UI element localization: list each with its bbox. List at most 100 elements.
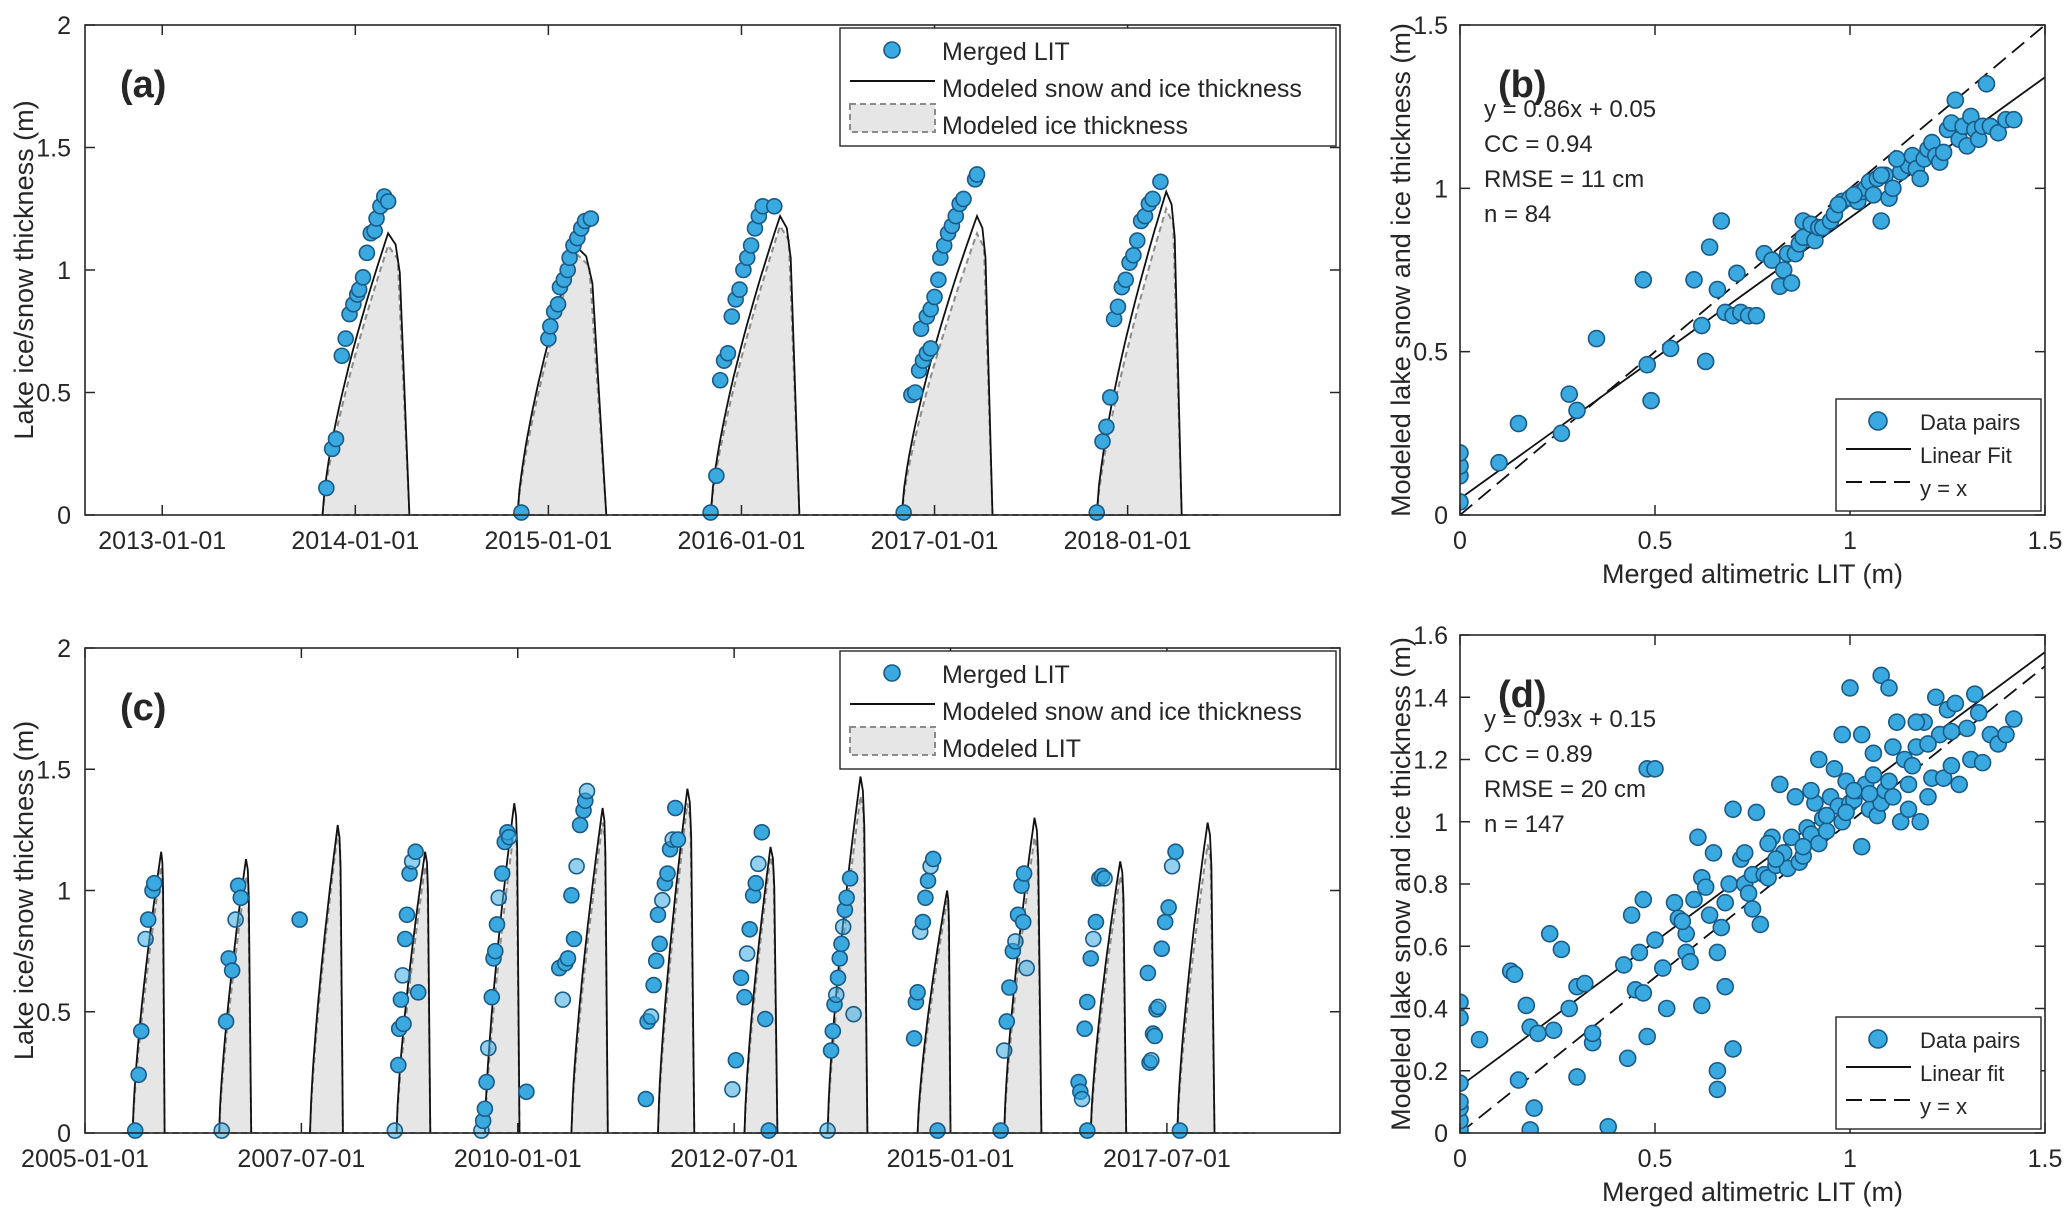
- data-point: [1015, 865, 1033, 882]
- modeled-total-line: [916, 890, 952, 1134]
- data-point: [708, 467, 725, 485]
- y-tick-label: 1: [1434, 175, 1448, 203]
- data-point: [1934, 769, 1953, 787]
- data-point: [1704, 844, 1723, 862]
- data-point: [1693, 996, 1711, 1015]
- data-point: [968, 166, 986, 183]
- data-point: [1160, 899, 1177, 916]
- data-point: [637, 1090, 655, 1108]
- data-point: [1685, 270, 1703, 289]
- data-point: [1568, 1068, 1586, 1086]
- data-point: [1716, 977, 1734, 996]
- data-point: [719, 344, 737, 362]
- y-tick-label: 1.6: [1413, 622, 1448, 650]
- data-point: [483, 988, 501, 1006]
- data-point: [736, 988, 753, 1006]
- data-point: [819, 1122, 836, 1139]
- data-point: [1568, 401, 1586, 420]
- panel-d: 0 0.2 0.4 0.6 0.8 1 1.2 1.4 1.6 0 0.5 1 1.5 Merged al…: [1386, 622, 2062, 1207]
- x-tick-label: 2007-07-01: [237, 1145, 365, 1173]
- data-point: [1144, 190, 1162, 208]
- x-tick-label: 0: [1453, 527, 1467, 555]
- data-point: [1845, 186, 1863, 204]
- data-point: [1007, 933, 1024, 950]
- data-point: [1460, 1074, 1469, 1092]
- data-point: [1891, 812, 1910, 831]
- modeled-total-line: [1089, 861, 1128, 1134]
- legend-entry: Modeled LIT: [942, 735, 1081, 763]
- data-point: [955, 190, 972, 208]
- data-point: [1907, 713, 1926, 731]
- panel-label: (a): [120, 64, 166, 106]
- legend-entry: Data pairs: [1920, 410, 2020, 435]
- data-point: [1460, 1093, 1469, 1111]
- data-point: [1872, 666, 1890, 685]
- data-point: [1888, 713, 1906, 731]
- data-point: [738, 945, 756, 962]
- data-point: [354, 269, 372, 286]
- x-tick-label: 2005-01-01: [21, 1145, 149, 1173]
- data-point: [1673, 912, 1692, 931]
- data-point: [1642, 391, 1660, 410]
- data-point: [390, 1056, 407, 1074]
- modeled-ice-area: [1095, 205, 1183, 516]
- x-tick-label: 2014-01-01: [291, 527, 419, 555]
- panel-label: (b): [1498, 64, 1547, 106]
- y-tick-label: 2: [57, 635, 71, 663]
- data-point: [582, 210, 600, 227]
- data-point: [926, 288, 943, 306]
- data-point: [386, 1122, 404, 1139]
- data-point: [895, 504, 912, 521]
- data-point: [1743, 900, 1762, 918]
- data-point: [1085, 930, 1102, 948]
- data-point: [1094, 433, 1111, 450]
- data-point: [1864, 766, 1883, 784]
- panel-label: (c): [120, 687, 166, 729]
- data-point: [398, 906, 416, 924]
- data-point: [1712, 212, 1731, 230]
- modeled-ice-area: [826, 795, 869, 1134]
- data-point: [1599, 1117, 1617, 1133]
- data-point: [1618, 1049, 1637, 1068]
- data-point: [1521, 1121, 1539, 1133]
- data-point: [1934, 143, 1953, 162]
- data-point: [542, 318, 559, 335]
- legend-entry: Merged LIT: [942, 38, 1070, 66]
- data-point: [559, 950, 577, 967]
- data-point: [645, 976, 662, 994]
- data-point: [1708, 280, 1727, 299]
- data-point: [1771, 775, 1789, 794]
- stat-text: n = 147: [1484, 811, 1565, 838]
- data-point: [760, 1122, 778, 1139]
- data-point: [741, 920, 759, 938]
- y-tick-label: 0: [57, 1120, 71, 1148]
- legend-entry: Merged LIT: [942, 661, 1070, 689]
- data-point: [513, 504, 530, 521]
- data-point: [1587, 329, 1606, 348]
- data-point: [1825, 760, 1844, 778]
- data-point: [1139, 964, 1157, 982]
- data-point: [1634, 984, 1653, 1002]
- data-point: [1700, 238, 1719, 256]
- data-point: [1082, 950, 1100, 967]
- data-point: [1864, 186, 1883, 204]
- modeled-ice-area: [131, 866, 166, 1134]
- data-point: [1724, 1040, 1742, 1058]
- data-point: [829, 969, 847, 987]
- data-point: [1460, 993, 1469, 1012]
- y-tick-label: 0.5: [36, 380, 71, 408]
- data-point: [732, 969, 750, 987]
- data-point: [549, 295, 567, 313]
- data-point: [1911, 812, 1929, 831]
- data-point: [1880, 679, 1898, 697]
- data-point: [392, 991, 410, 1008]
- modeled-total-line: [743, 846, 779, 1134]
- stat-text: y = 0.86x + 0.05: [1484, 96, 1656, 123]
- legend-entry: Modeled ice thickness: [942, 112, 1188, 140]
- data-point: [1852, 725, 1871, 744]
- y-axis-label: Lake ice/snow thickness (m): [9, 721, 39, 1060]
- data-point: [500, 828, 518, 846]
- data-point: [917, 889, 934, 907]
- data-point: [1872, 212, 1890, 230]
- data-point: [1958, 719, 1976, 738]
